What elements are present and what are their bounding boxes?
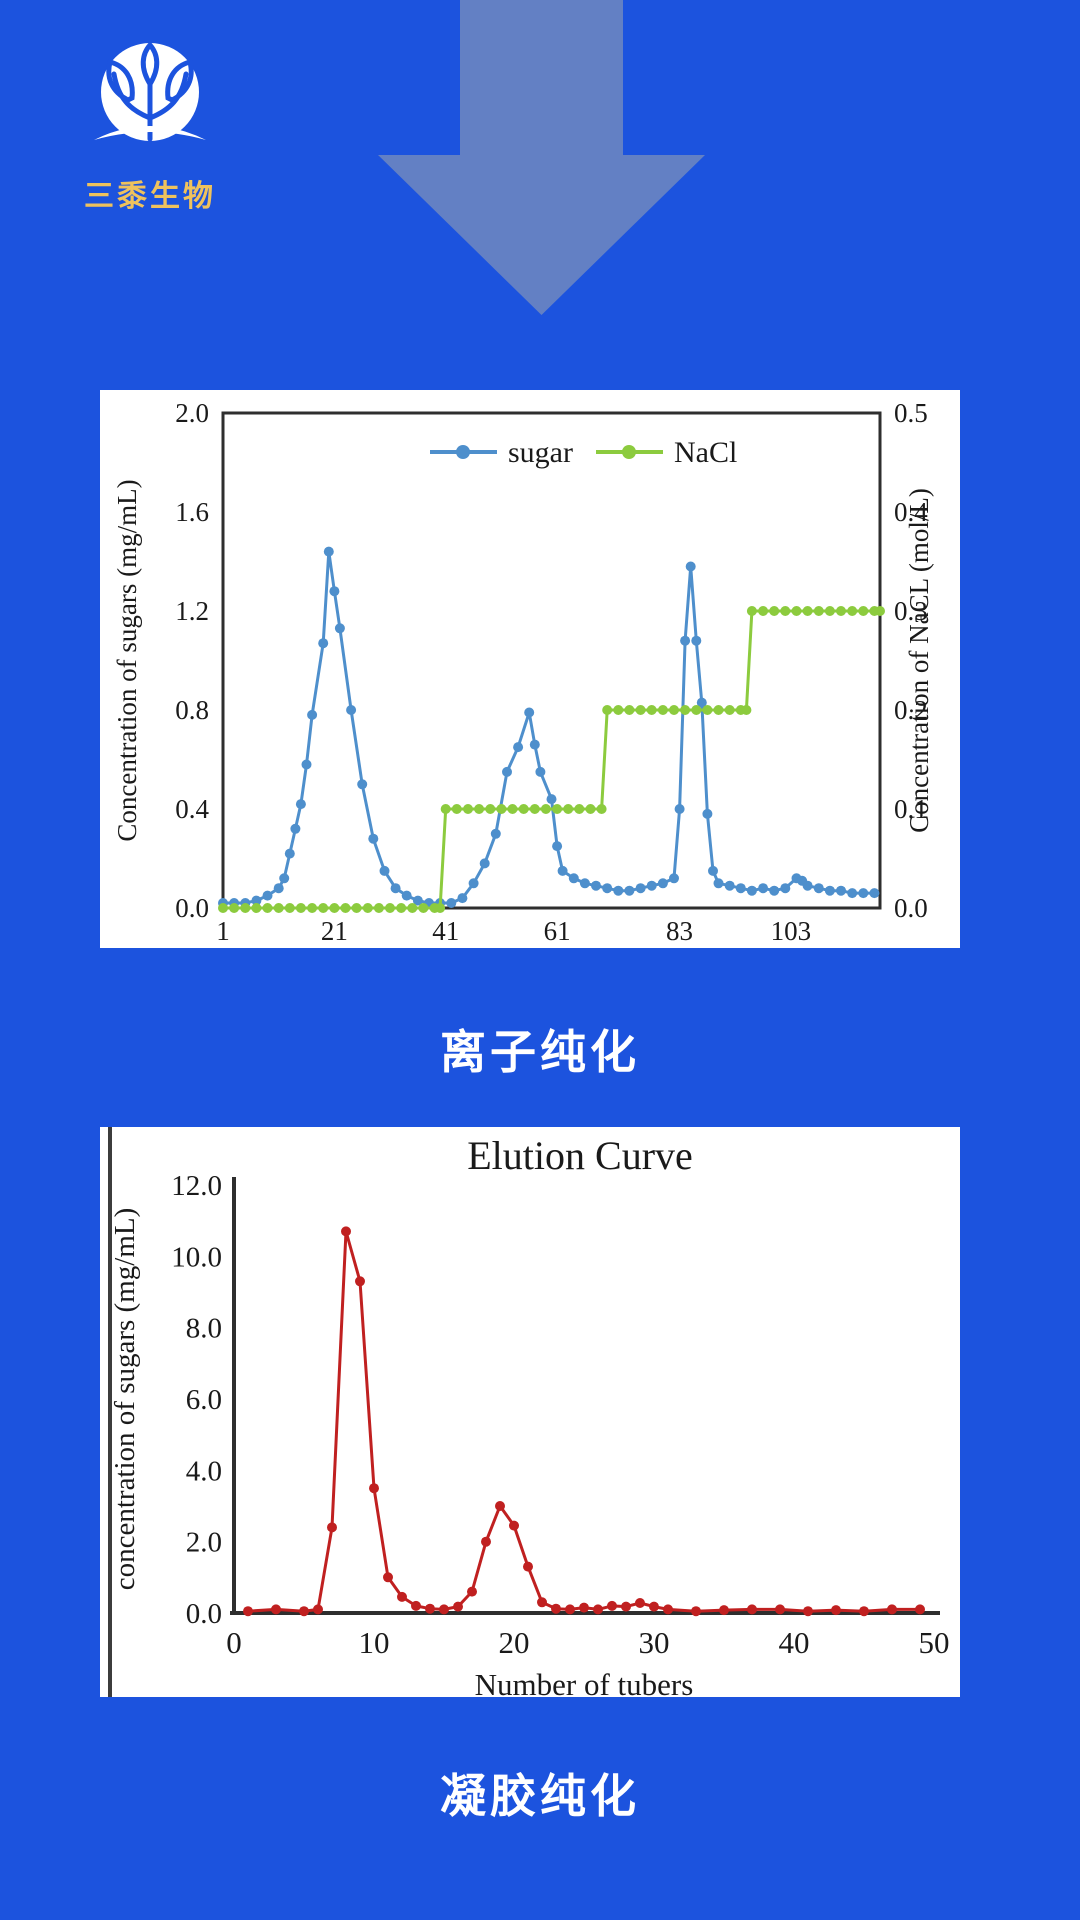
svg-text:0: 0 (226, 1625, 242, 1660)
svg-text:8.0: 8.0 (186, 1313, 222, 1345)
elution-curve-chart: Elution Curve 12.0 10.0 8.0 6.0 4.0 2.0 0.00 10 2… (109, 1133, 950, 1697)
tree-in-circle-icon (94, 41, 206, 142)
svg-text:41: 41 (432, 916, 459, 946)
svg-text:NaCl: NaCl (674, 436, 737, 469)
svg-text:2.0: 2.0 (186, 1527, 222, 1559)
svg-text:30: 30 (639, 1625, 670, 1660)
ion-exchange-chart: 2.01.61.20.80.40.00.50.40.30.20.10.01 21 4… (112, 398, 934, 946)
svg-text:1.2: 1.2 (175, 596, 209, 626)
svg-text:10: 10 (359, 1625, 390, 1660)
svg-text:61: 61 (544, 916, 571, 946)
gel-chart-panel: Elution Curve 12.0 10.0 8.0 6.0 4.0 2.0 0.0 0 10 2… (100, 1127, 960, 1697)
caption-ion-purification: 离子纯化 (440, 1026, 640, 1078)
svg-text:21: 21 (321, 916, 348, 946)
svg-text:sugar: sugar (508, 436, 573, 469)
svg-text:0.0: 0.0 (186, 1598, 222, 1630)
svg-text:12.0: 12.0 (171, 1170, 222, 1202)
svg-text:2.0: 2.0 (175, 398, 209, 428)
down-arrow-icon (378, 0, 705, 315)
svg-text:0.8: 0.8 (175, 695, 209, 725)
svg-text:20: 20 (499, 1625, 530, 1660)
svg-text:103: 103 (771, 916, 812, 946)
logo-text: 三黍生物 (84, 180, 216, 213)
svg-text:0.4: 0.4 (175, 794, 209, 824)
ion-exchange-chart-panel: 2.0 1.6 1.2 0.8 0.4 0.0 0.5 0.4 0.3 0.2 0.1 0.0 1 21 4… (100, 390, 960, 948)
svg-text:1.6: 1.6 (175, 497, 209, 527)
svg-text:Concentration of NaCL (mol/L): Concentration of NaCL (mol/L) (904, 488, 934, 833)
svg-text:Elution Curve: Elution Curve (467, 1133, 693, 1178)
svg-text:0.5: 0.5 (894, 398, 928, 428)
svg-text:Concentration of sugars (mg/mL: Concentration of sugars (mg/mL) (112, 479, 142, 841)
svg-text:0.3: 0.3 (894, 596, 928, 626)
svg-text:6.0: 6.0 (186, 1384, 222, 1416)
svg-text:50: 50 (919, 1625, 950, 1660)
logo: 三黍生物 (70, 40, 230, 215)
svg-text:4.0: 4.0 (186, 1455, 222, 1487)
scan-artifact-line (108, 1127, 112, 1697)
svg-text:1: 1 (216, 916, 230, 946)
svg-text:0.0: 0.0 (894, 893, 928, 923)
svg-text:0.1: 0.1 (894, 794, 928, 824)
svg-text:0.4: 0.4 (894, 497, 928, 527)
svg-text:Number of tubers: Number of tubers (475, 1667, 694, 1697)
svg-text:0.2: 0.2 (894, 695, 928, 725)
svg-text:concentration of sugars (mg/mL: concentration of sugars (mg/mL) (109, 1208, 141, 1591)
svg-text:83: 83 (666, 916, 693, 946)
svg-text:0.0: 0.0 (175, 893, 209, 923)
caption-gel-purification: 凝胶纯化 (440, 1770, 640, 1822)
svg-text:40: 40 (779, 1625, 810, 1660)
svg-text:10.0: 10.0 (171, 1241, 222, 1273)
